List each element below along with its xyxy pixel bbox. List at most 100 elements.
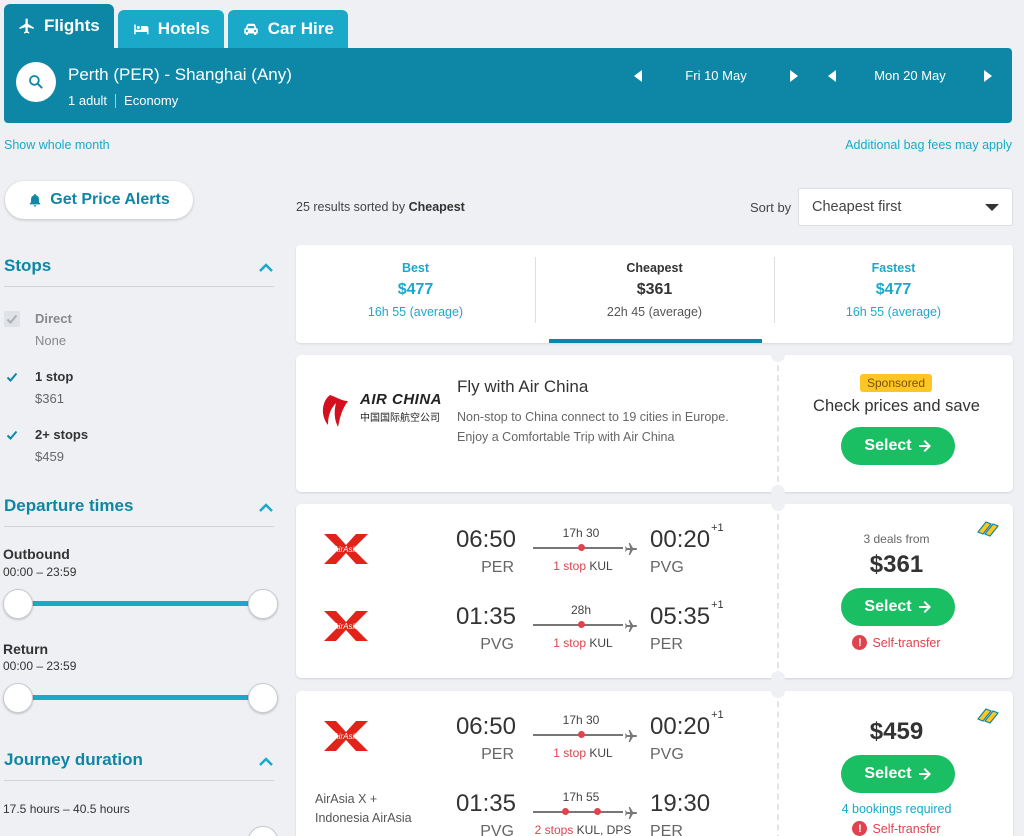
self-transfer-warning[interactable]: ! Self-transfer: [780, 635, 1013, 650]
sponsored-ad-card[interactable]: AIR CHINA 中国国际航空公司 Fly with Air China No…: [296, 348, 1013, 499]
flight-result-card[interactable]: AirAsia 06:50 PER 17h 30 1 stop KUL 00:2…: [296, 684, 1013, 836]
one-stop-checkbox[interactable]: [4, 369, 20, 385]
tab-fastest[interactable]: Fastest $477 16h 55 (average): [774, 245, 1013, 343]
tab-cheapest[interactable]: Cheapest $361 22h 45 (average): [535, 245, 774, 343]
depart-date[interactable]: Fri 10 May: [685, 68, 747, 83]
select-button[interactable]: Select: [841, 588, 955, 626]
logo-text: AirAsia: [332, 622, 359, 631]
flight-duration: 17h 30: [562, 526, 600, 540]
arrival-time: 00:20+1: [650, 709, 724, 741]
arrival-time: 05:35+1: [650, 599, 724, 631]
plane-icon: [625, 730, 637, 742]
select-label: Select: [864, 765, 912, 782]
note-text: Self-transfer: [872, 635, 941, 650]
tab-flights[interactable]: Flights: [4, 4, 114, 48]
sort-select[interactable]: Cheapest first: [798, 188, 1013, 226]
return-leg: AirAsia X + Indonesia AirAsia 01:35 PVG …: [296, 790, 776, 836]
stop-label: 1 stop: [35, 369, 74, 384]
prev-depart-date-button[interactable]: [634, 69, 642, 82]
product-tabs: Flights Hotels Car Hire: [4, 0, 348, 48]
outbound-leg: AirAsia 06:50 PER 17h 30 1 stop KUL 00:2…: [296, 709, 776, 773]
tab-label: Flights: [44, 16, 100, 35]
edit-search-button[interactable]: [16, 62, 56, 102]
card-divider: [777, 355, 779, 492]
prev-return-date-button[interactable]: [828, 69, 836, 82]
car-icon: [243, 23, 258, 35]
self-transfer-warning[interactable]: ! Self-transfer: [780, 821, 1013, 836]
select-label: Select: [864, 437, 912, 454]
slider-handle-max[interactable]: [248, 589, 278, 619]
return-label: Return: [3, 641, 49, 657]
two-stops-checkbox[interactable]: [4, 427, 20, 443]
card-notch: [771, 684, 785, 698]
slider-track: [15, 601, 266, 606]
outbound-label: Outbound: [3, 546, 70, 562]
plane-icon: [625, 620, 637, 632]
stops-via: KUL: [589, 746, 613, 760]
route-text[interactable]: Perth (PER) - Shanghai (Any): [68, 65, 292, 84]
chevron-up-icon[interactable]: [258, 752, 273, 766]
slider-handle-max[interactable]: [248, 683, 278, 713]
stop-dot: [578, 544, 585, 551]
stops-count: 1 stop: [553, 559, 586, 573]
chevron-up-icon[interactable]: [258, 258, 273, 272]
stops-via: KUL: [589, 559, 613, 573]
ad-text-line: Enjoy a Comfortable Trip with Air China: [457, 430, 675, 444]
flight-result-card[interactable]: AirAsia 06:50 PER 17h 30 1 stop KUL 00:2…: [296, 497, 1013, 685]
tab-hotels[interactable]: Hotels: [117, 10, 224, 48]
direct-checkbox[interactable]: [4, 311, 20, 327]
ad-select-button[interactable]: Select: [841, 427, 955, 465]
summary-title: Best: [401, 261, 430, 275]
chevron-up-icon[interactable]: [258, 498, 273, 512]
stop-dot: [578, 621, 585, 628]
stop-label: Direct: [35, 311, 72, 326]
journey-duration-heading[interactable]: Journey duration: [4, 750, 274, 781]
departure-times-heading[interactable]: Departure times: [4, 496, 274, 527]
select-label: Select: [864, 598, 912, 615]
summary-price: $477: [875, 281, 912, 298]
results-count-text: 25 results sorted by: [296, 200, 406, 214]
show-whole-month-link[interactable]: Show whole month: [4, 138, 110, 152]
stops-filter-heading[interactable]: Stops: [4, 256, 274, 287]
outbound-time-slider[interactable]: [3, 588, 278, 620]
slider-handle-min[interactable]: [3, 589, 33, 619]
arrow-right-icon: [918, 601, 931, 613]
next-return-date-button[interactable]: [984, 69, 992, 82]
tab-car-hire[interactable]: Car Hire: [227, 10, 348, 48]
sort-select-value: Cheapest first: [812, 199, 902, 215]
passengers-text: 1 adult: [68, 93, 108, 108]
airasia-logo: AirAsia: [324, 721, 368, 751]
summary-price: $477: [397, 281, 434, 298]
deals-count: 3 deals from: [863, 532, 930, 546]
journey-duration-slider[interactable]: [3, 825, 278, 836]
arrival-time-value: 00:20: [650, 713, 711, 740]
tab-best[interactable]: Best $477 16h 55 (average): [296, 245, 535, 343]
flight-duration: 28h: [570, 603, 592, 617]
arrival-time-value: 05:35: [650, 603, 711, 630]
route-line: [533, 811, 623, 813]
tag-icon: [977, 521, 999, 537]
price-alerts-button[interactable]: Get Price Alerts: [5, 181, 193, 219]
stop-price: None: [35, 333, 67, 348]
journey-range: 17.5 hours – 40.5 hours: [3, 802, 130, 816]
day-offset: +1: [711, 522, 724, 534]
arrival-airport: PVG: [650, 746, 684, 763]
return-date[interactable]: Mon 20 May: [874, 68, 946, 83]
stop-dot: [562, 808, 569, 815]
return-time-slider[interactable]: [3, 682, 278, 714]
sort-summary-tabs: Best $477 16h 55 (average) Cheapest $361…: [296, 245, 1013, 343]
stops-via: KUL: [589, 636, 613, 650]
stop-label: 2+ stops: [35, 427, 89, 442]
search-icon: [29, 75, 43, 89]
departure-airport: PVG: [480, 823, 514, 836]
select-button[interactable]: Select: [841, 755, 955, 793]
slider-handle-max[interactable]: [248, 826, 278, 836]
departure-heading-text: Departure times: [4, 496, 134, 515]
bookings-required[interactable]: 4 bookings required: [841, 802, 952, 816]
stops-count: 1 stop: [553, 746, 586, 760]
offer-price: $361: [869, 551, 924, 578]
search-summary-bar: Perth (PER) - Shanghai (Any) 1 adult Eco…: [4, 48, 1012, 123]
slider-handle-min[interactable]: [3, 683, 33, 713]
next-depart-date-button[interactable]: [790, 69, 798, 82]
bag-fees-link[interactable]: Additional bag fees may apply: [845, 138, 1012, 152]
